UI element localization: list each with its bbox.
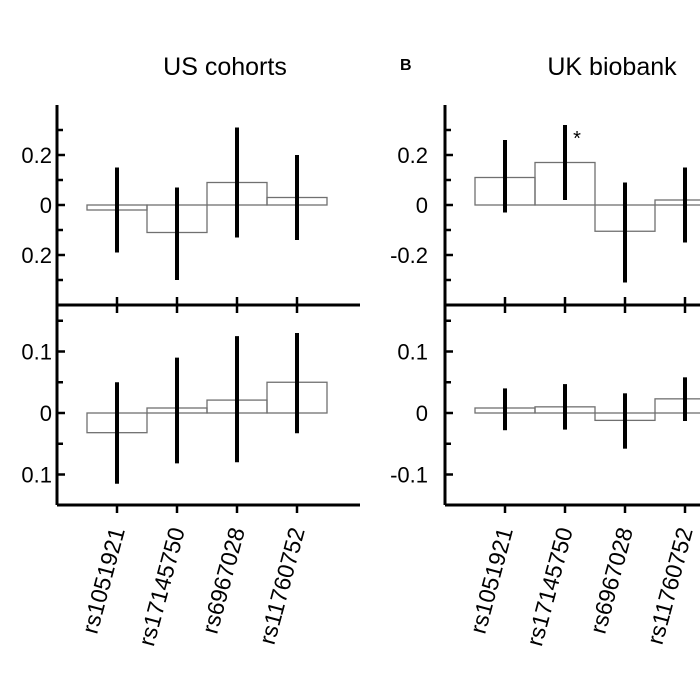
x-tick-label: rs11760752 — [254, 525, 310, 647]
x-tick-label: rs17145750 — [133, 525, 190, 649]
y-tick-label: 0 — [416, 193, 428, 218]
subplot-bottom: 0.1 0 -0.1 — [390, 305, 700, 505]
y-tick-label: 0 — [416, 401, 428, 426]
y-tick-label: 0.1 — [21, 340, 52, 365]
y-tick-label: 0.2 — [21, 143, 52, 168]
panel-us-cohorts: US cohorts 0.2 0 0.2 0.1 0 0.1 rs1051921 rs1714… — [21, 53, 360, 649]
x-tick-label: rs6967028 — [197, 525, 250, 637]
panel-letter: B — [400, 57, 412, 74]
panel-title: US cohorts — [163, 53, 287, 81]
y-tick-label: 0.2 — [397, 143, 428, 168]
y-tick-label: 0.2 — [21, 243, 52, 268]
x-tick-label: rs1051921 — [465, 525, 518, 637]
bar-rs11760752 — [654, 398, 700, 414]
y-tick-label: 0.1 — [397, 340, 428, 365]
y-tick-label: 0.1 — [21, 463, 52, 488]
bar-rs11760752 — [654, 199, 700, 206]
subplot-top: 0.2 0 0.2 — [21, 105, 328, 305]
panel-title: UK biobank — [547, 53, 677, 81]
y-tick-label: 0 — [40, 401, 52, 426]
x-tick-label: rs6967028 — [585, 525, 638, 637]
subplot-bottom: 0.1 0 0.1 — [21, 305, 328, 505]
x-tick-label: rs1051921 — [77, 525, 130, 637]
x-tick-label: rs11760752 — [642, 525, 698, 647]
significance-marker: * — [573, 128, 581, 150]
y-tick-label: -0.2 — [390, 243, 428, 268]
y-tick-label: 0 — [40, 193, 52, 218]
x-tick-label: rs17145750 — [521, 525, 578, 649]
subplot-top: 0.2 0 -0.2 * — [390, 105, 700, 305]
y-tick-label: -0.1 — [390, 463, 428, 488]
